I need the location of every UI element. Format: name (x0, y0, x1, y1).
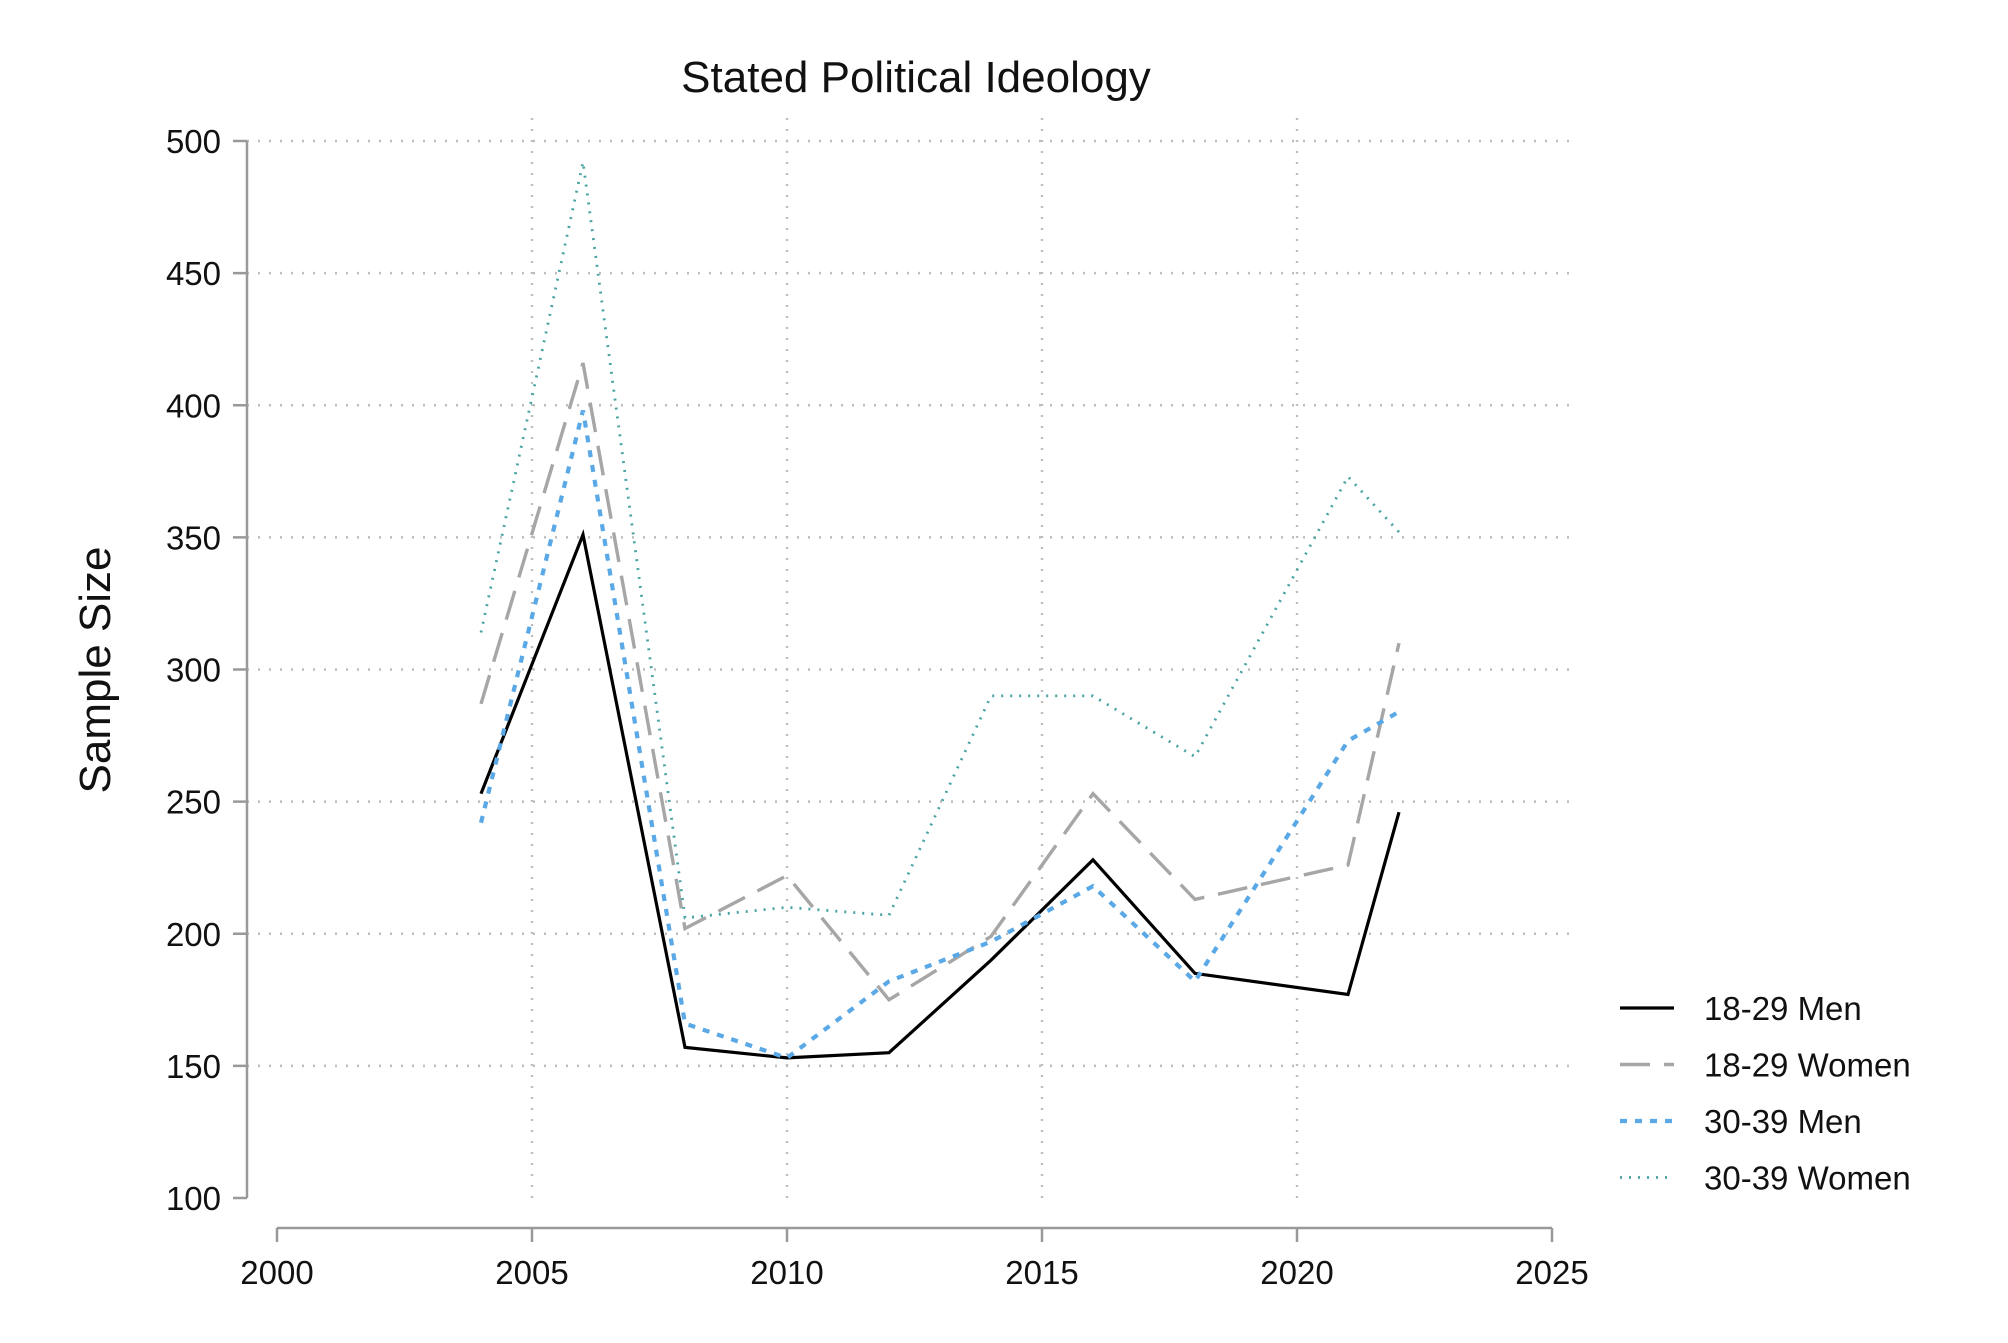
x-tick-label: 2000 (240, 1254, 313, 1291)
chart-title: Stated Political Ideology (681, 53, 1151, 102)
legend-label-18-29-men: 18-29 Men (1704, 990, 1862, 1027)
y-tick-label: 250 (166, 784, 221, 821)
series-line-30-39-women (479, 161, 1401, 920)
x-tick-label: 2015 (1005, 1254, 1078, 1291)
series-line-18-29-women (479, 362, 1401, 1003)
series-line-18-29-men (479, 529, 1401, 1060)
legend-label-30-39-men: 30-39 Men (1704, 1103, 1862, 1140)
y-tick-label: 300 (166, 652, 221, 689)
x-tick-label: 2005 (495, 1254, 568, 1291)
x-tick-label: 2025 (1515, 1254, 1588, 1291)
y-axis-label: Sample Size (71, 546, 120, 793)
y-tick-label: 150 (166, 1048, 221, 1085)
x-tick-label: 2010 (750, 1254, 823, 1291)
y-tick-label: 200 (166, 916, 221, 953)
x-tick-label: 2020 (1260, 1254, 1333, 1291)
legend: 18-29 Men 18-29 Women 30-39 Men 30-39 Women (1620, 990, 1911, 1197)
y-tick-label: 500 (166, 123, 221, 160)
y-tick-label: 400 (166, 387, 221, 424)
legend-label-18-29-women: 18-29 Women (1704, 1047, 1911, 1084)
series-layer (478, 161, 1401, 1061)
y-tick-label: 450 (166, 255, 221, 292)
grid-layer (247, 118, 1578, 1198)
series-line-30-39-men (478, 409, 1401, 1061)
legend-label-30-39-women: 30-39 Women (1704, 1160, 1911, 1197)
y-tick-label: 100 (166, 1180, 221, 1217)
axis-layer: 100 150 200 250 300 350 400 450 500 2000 2005 2010 2… (166, 123, 1589, 1291)
y-tick-label: 350 (166, 519, 221, 556)
